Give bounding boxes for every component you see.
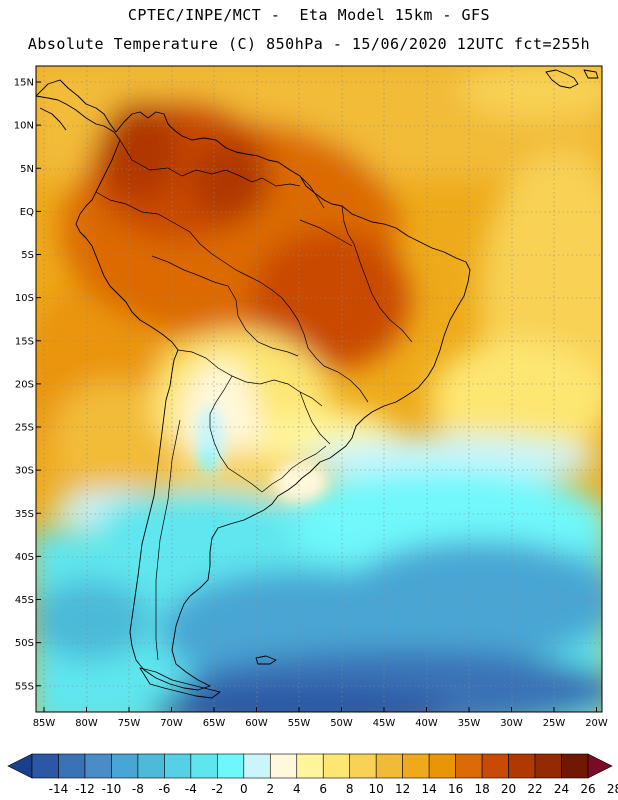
colorbar-label: 8: [346, 782, 354, 796]
lat-tick-label: 5N: [20, 164, 34, 175]
lat-tick-label: 5S: [21, 250, 34, 261]
colorbar-swatch: [428, 753, 456, 779]
colorbar-swatch: [402, 753, 430, 779]
lon-tick-label: 85W: [33, 718, 56, 729]
longitude-axis: 85W 80W 75W 70W 65W 60W 55W 50W 45W 40W 35W 30W 25W 2…: [33, 707, 608, 729]
lat-tick-label: 50S: [15, 638, 34, 649]
colorbar-swatch: [481, 753, 509, 779]
lon-tick-label: 45W: [373, 718, 396, 729]
lat-tick-label: 55S: [15, 681, 34, 692]
colorbar-label: 20: [501, 782, 516, 796]
colorbar-swatch: [534, 753, 562, 779]
colorbar-label: -10: [102, 782, 122, 796]
map-frame: [35, 65, 603, 713]
lon-tick-label: 30W: [500, 718, 523, 729]
colorbar-swatch: [137, 753, 165, 779]
lat-tick-label: 30S: [15, 466, 34, 477]
colorbar-label: 10: [369, 782, 384, 796]
country-borders: [95, 139, 413, 661]
colorbar-max-arrow: [587, 753, 613, 779]
lon-tick-label: 20W: [585, 718, 608, 729]
lon-tick-label: 25W: [543, 718, 566, 729]
colorbar-label: 4: [293, 782, 301, 796]
colorbar-label: -14: [49, 782, 69, 796]
colorbar-label: 14: [422, 782, 437, 796]
lat-tick-label: 25S: [15, 423, 34, 434]
colorbar-swatch: [508, 753, 536, 779]
colorbar-swatch: [269, 753, 298, 779]
colorbar-label: 12: [395, 782, 410, 796]
colorbar-label: 2: [266, 782, 274, 796]
colorbar-label: 28: [607, 782, 618, 796]
colorbar-label: 16: [448, 782, 463, 796]
coastline: [36, 69, 599, 699]
colorbar-label: -12: [75, 782, 95, 796]
lat-tick-label: 40S: [15, 552, 34, 563]
lat-tick-label: 15S: [15, 336, 34, 347]
colorbar-swatch: [58, 753, 86, 779]
colorbar-swatch: [243, 753, 271, 779]
colorbar: -14 -12 -10 -8 -6 -4 -2 0 2 4 6 8 10 12 14 16 18 20 22 24 26…: [7, 753, 618, 796]
colorbar-label: 26: [580, 782, 595, 796]
lon-tick-label: 65W: [203, 718, 226, 729]
colorbar-label: -2: [211, 782, 223, 796]
lon-tick-label: 35W: [458, 718, 481, 729]
colorbar-swatch: [190, 753, 218, 779]
lat-tick-label: 45S: [15, 595, 34, 606]
lat-tick-label: 20S: [15, 379, 34, 390]
lat-tick-label: 10N: [14, 121, 34, 132]
colorbar-swatch: [31, 753, 59, 779]
lat-tick-label: 10S: [15, 293, 34, 304]
lat-tick-label: EQ: [20, 207, 34, 218]
colorbar-label: 22: [527, 782, 542, 796]
colorbar-label: -4: [185, 782, 197, 796]
colorbar-swatch: [296, 753, 324, 779]
lon-tick-label: 80W: [75, 718, 98, 729]
colorbar-label: 18: [474, 782, 489, 796]
lon-tick-label: 60W: [245, 718, 268, 729]
colorbar-swatch: [322, 753, 351, 779]
colorbar-label: 6: [319, 782, 327, 796]
colorbar-swatch: [111, 753, 139, 779]
colorbar-min-arrow: [7, 753, 33, 779]
colorbar-swatch: [375, 753, 403, 779]
temperature-field: [36, 66, 602, 712]
lat-tick-label: 35S: [15, 509, 34, 520]
colorbar-swatch: [164, 753, 192, 779]
latitude-axis: 15N 10N 5N EQ 5S 10S 15S 20S 25S 30S 35S 40S 45S 50S 5…: [14, 78, 41, 692]
lon-tick-label: 75W: [118, 718, 141, 729]
lon-tick-label: 70W: [160, 718, 183, 729]
lon-tick-label: 55W: [288, 718, 311, 729]
colorbar-swatch: [84, 753, 112, 779]
colorbar-label: -8: [132, 782, 144, 796]
colorbar-label: -6: [158, 782, 170, 796]
lon-tick-label: 50W: [330, 718, 353, 729]
lon-tick-label: 40W: [415, 718, 438, 729]
colorbar-swatch: [561, 753, 589, 779]
map-title: CPTEC/INPE/MCT - Eta Model 15km - GFS: [127, 6, 491, 24]
colorbar-swatch: [455, 753, 483, 779]
colorbar-label: 0: [240, 782, 248, 796]
colorbar-swatch: [349, 753, 377, 779]
colorbar-label: 24: [554, 782, 569, 796]
lat-tick-label: 15N: [14, 78, 34, 89]
map-subtitle: Absolute Temperature (C) 850hPa - 15/06/…: [27, 35, 591, 53]
colorbar-swatch: [217, 753, 245, 779]
